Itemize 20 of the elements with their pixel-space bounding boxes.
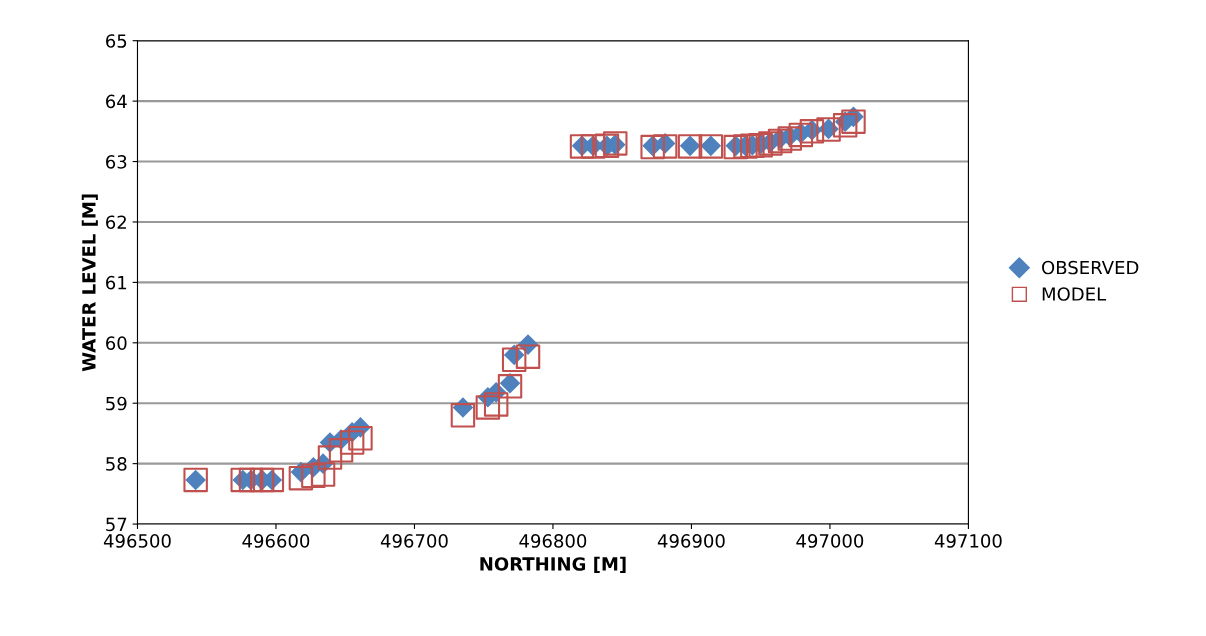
x-tick-label: 496900 xyxy=(657,534,725,548)
y-tick-label: 63 xyxy=(106,155,127,169)
x-tick-label: 496800 xyxy=(519,534,587,548)
x-tick-label: 496700 xyxy=(380,534,448,548)
y-tick-label: 62 xyxy=(106,215,126,230)
x-tick-label: 496600 xyxy=(242,534,310,548)
x-tick-label: 496500 xyxy=(103,534,171,548)
y-tick-label: 60 xyxy=(106,336,127,350)
y-tick-label: 58 xyxy=(106,457,127,471)
y-tick-label: 61 xyxy=(106,275,127,290)
y-axis-title: WATER LEVEL [M] xyxy=(81,194,98,372)
x-tick-label: 497100 xyxy=(934,534,1002,548)
y-tick-label: 64 xyxy=(106,94,127,109)
y-tick-label: 59 xyxy=(106,396,127,411)
y-tick-label: 57 xyxy=(106,517,127,532)
x-tick-label: 497000 xyxy=(796,534,864,548)
legend-label: OBSERVED xyxy=(1042,260,1139,275)
y-tick-label: 65 xyxy=(106,34,127,48)
legend-label: MODEL xyxy=(1042,287,1107,301)
x-axis-title: NORTHING [M] xyxy=(480,556,626,573)
